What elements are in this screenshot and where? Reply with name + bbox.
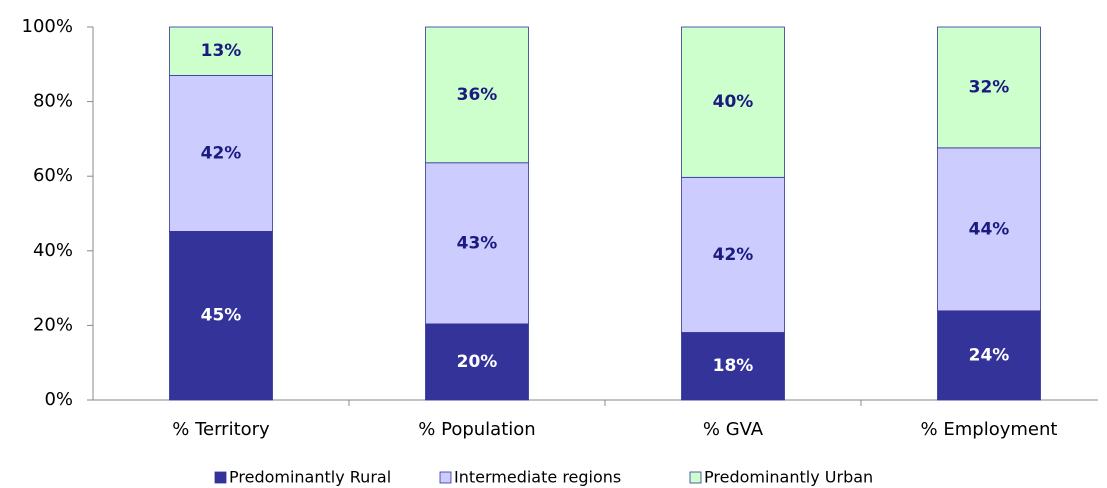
data-label: 18% <box>713 356 754 376</box>
legend-swatch <box>689 471 702 484</box>
bar-segment <box>425 162 529 325</box>
bar-segment <box>425 323 529 401</box>
data-label: 42% <box>713 245 754 265</box>
x-tick-label: % Population <box>418 419 535 440</box>
bar-segment <box>169 75 273 232</box>
x-tick-label: % GVA <box>703 419 764 440</box>
bar-segment <box>937 26 1041 149</box>
data-label: 40% <box>713 92 754 112</box>
y-tick-label: 80% <box>33 91 73 112</box>
data-label: 13% <box>201 41 242 61</box>
y-tick-label: 60% <box>33 165 73 186</box>
data-label: 32% <box>969 77 1010 97</box>
legend-swatch <box>214 471 227 484</box>
bar-segment <box>425 26 529 164</box>
data-label: 36% <box>457 85 498 105</box>
y-tick-label: 0% <box>44 389 73 410</box>
data-label: 20% <box>457 352 498 372</box>
bar-segment <box>937 310 1041 401</box>
data-label: 43% <box>457 233 498 253</box>
data-label: 42% <box>201 143 242 163</box>
y-tick-label: 100% <box>22 16 73 37</box>
y-tick-label: 40% <box>33 240 73 261</box>
legend-label: Predominantly Urban <box>704 468 873 487</box>
legend-label: Predominantly Rural <box>229 468 391 487</box>
data-label: 24% <box>969 345 1010 365</box>
data-label: 44% <box>969 219 1010 239</box>
bar-segment <box>681 26 785 178</box>
bar-segment <box>169 231 273 401</box>
data-label: 45% <box>201 306 242 326</box>
legend-swatch <box>439 471 452 484</box>
bar-segment <box>937 147 1041 312</box>
bar-segment <box>169 26 273 76</box>
legend-label: Intermediate regions <box>454 468 621 487</box>
y-tick-label: 20% <box>33 314 73 335</box>
x-tick-label: % Territory <box>172 419 270 440</box>
bar-segment <box>681 176 785 333</box>
x-tick-label: % Employment <box>921 419 1058 440</box>
bar-segment <box>681 332 785 401</box>
